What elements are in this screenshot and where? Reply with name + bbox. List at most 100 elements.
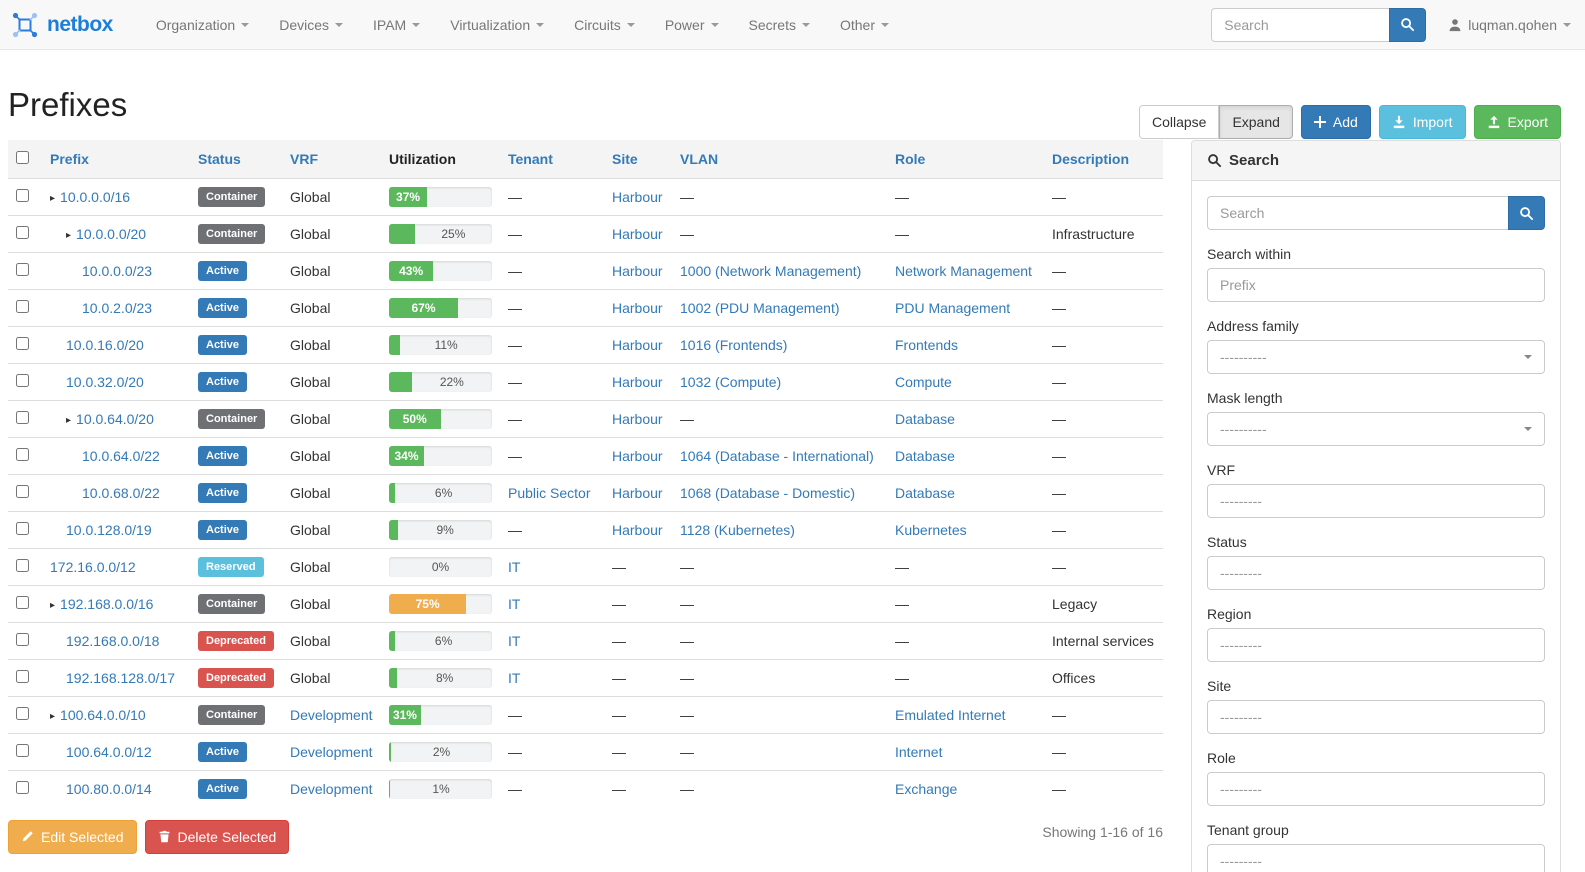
vrf-link[interactable]: Development bbox=[290, 707, 373, 723]
filter-select-address-family[interactable]: ---------- bbox=[1207, 340, 1545, 374]
expand-button[interactable]: Expand bbox=[1219, 105, 1293, 139]
prefix-link[interactable]: 10.0.64.0/20 bbox=[76, 411, 154, 427]
column-header-site[interactable]: Site bbox=[604, 140, 672, 179]
row-checkbox[interactable] bbox=[16, 744, 29, 757]
site-link[interactable]: Harbour bbox=[612, 411, 663, 427]
tenant-link[interactable]: Public Sector bbox=[508, 485, 591, 501]
nav-menu-other[interactable]: Other bbox=[825, 3, 904, 47]
select-all-checkbox[interactable] bbox=[16, 151, 29, 164]
tenant-link[interactable]: IT bbox=[508, 633, 521, 649]
site-link[interactable]: Harbour bbox=[612, 522, 663, 538]
add-button[interactable]: Add bbox=[1300, 105, 1371, 139]
column-header-status[interactable]: Status bbox=[190, 140, 282, 179]
prefix-link[interactable]: 192.168.128.0/17 bbox=[66, 670, 175, 686]
row-checkbox[interactable] bbox=[16, 633, 29, 646]
nav-menu-organization[interactable]: Organization bbox=[141, 3, 264, 47]
vlan-link[interactable]: 1032 (Compute) bbox=[680, 374, 782, 390]
expand-children-icon[interactable]: ▸ bbox=[50, 600, 56, 611]
expand-children-icon[interactable]: ▸ bbox=[66, 230, 72, 241]
vlan-link[interactable]: 1128 (Kubernetes) bbox=[680, 522, 795, 538]
navbar-search-button[interactable] bbox=[1389, 7, 1427, 42]
role-link[interactable]: Database bbox=[895, 411, 955, 427]
prefix-link[interactable]: 192.168.0.0/16 bbox=[60, 596, 154, 612]
row-checkbox[interactable] bbox=[16, 448, 29, 461]
column-header-description[interactable]: Description bbox=[1044, 140, 1163, 179]
tenant-link[interactable]: IT bbox=[508, 596, 521, 612]
filter-input-search-within[interactable] bbox=[1207, 268, 1545, 302]
prefix-link[interactable]: 10.0.0.0/16 bbox=[60, 189, 131, 205]
filter-search-button[interactable] bbox=[1508, 196, 1545, 230]
filter-select-status[interactable]: --------- bbox=[1207, 556, 1545, 590]
nav-menu-power[interactable]: Power bbox=[650, 3, 734, 47]
prefix-link[interactable]: 10.0.68.0/22 bbox=[82, 485, 160, 501]
role-link[interactable]: PDU Management bbox=[895, 300, 1011, 316]
role-link[interactable]: Exchange bbox=[895, 781, 958, 798]
role-link[interactable]: Emulated Internet bbox=[895, 707, 1006, 723]
vlan-link[interactable]: 1016 (Frontends) bbox=[680, 337, 788, 353]
row-checkbox[interactable] bbox=[16, 226, 29, 239]
prefix-link[interactable]: 10.0.0.0/23 bbox=[82, 263, 153, 279]
prefix-link[interactable]: 100.64.0.0/10 bbox=[60, 707, 146, 723]
prefix-link[interactable]: 10.0.128.0/19 bbox=[66, 522, 152, 538]
role-link[interactable]: Database bbox=[895, 448, 955, 464]
prefix-link[interactable]: 10.0.64.0/22 bbox=[82, 448, 160, 464]
row-checkbox[interactable] bbox=[16, 337, 29, 350]
netbox-logo[interactable]: netbox bbox=[10, 10, 113, 40]
filter-select-mask-length[interactable]: ---------- bbox=[1207, 412, 1545, 446]
edit-selected-button[interactable]: Edit Selected bbox=[8, 819, 137, 854]
row-checkbox[interactable] bbox=[16, 522, 29, 535]
row-checkbox[interactable] bbox=[16, 781, 29, 795]
row-checkbox[interactable] bbox=[16, 374, 29, 387]
delete-selected-button[interactable]: Delete Selected bbox=[144, 819, 290, 854]
site-link[interactable]: Harbour bbox=[612, 374, 663, 390]
role-link[interactable]: Compute bbox=[895, 374, 952, 390]
prefix-link[interactable]: 10.0.2.0/23 bbox=[82, 300, 153, 316]
nav-menu-secrets[interactable]: Secrets bbox=[734, 3, 825, 47]
nav-menu-virtualization[interactable]: Virtualization bbox=[435, 3, 559, 47]
tenant-link[interactable]: IT bbox=[508, 670, 521, 686]
role-link[interactable]: Internet bbox=[895, 744, 943, 760]
prefix-link[interactable]: 10.0.16.0/20 bbox=[66, 337, 144, 353]
column-header-vlan[interactable]: VLAN bbox=[672, 140, 887, 179]
filter-search-input[interactable] bbox=[1207, 196, 1508, 230]
prefix-link[interactable]: 100.64.0.0/12 bbox=[66, 744, 152, 760]
nav-menu-circuits[interactable]: Circuits bbox=[559, 3, 650, 47]
row-checkbox[interactable] bbox=[16, 189, 29, 202]
row-checkbox[interactable] bbox=[16, 300, 29, 313]
vlan-link[interactable]: 1064 (Database - International) bbox=[680, 448, 874, 464]
nav-menu-ipam[interactable]: IPAM bbox=[358, 3, 435, 47]
row-checkbox[interactable] bbox=[16, 411, 29, 424]
site-link[interactable]: Harbour bbox=[612, 263, 663, 279]
expand-children-icon[interactable]: ▸ bbox=[50, 193, 56, 204]
site-link[interactable]: Harbour bbox=[612, 448, 663, 464]
site-link[interactable]: Harbour bbox=[612, 300, 663, 316]
site-link[interactable]: Harbour bbox=[612, 337, 663, 353]
vlan-link[interactable]: 1002 (PDU Management) bbox=[680, 300, 840, 316]
prefix-link[interactable]: 172.16.0.0/12 bbox=[50, 559, 136, 575]
import-button[interactable]: Import bbox=[1378, 105, 1466, 139]
column-header-prefix[interactable]: Prefix bbox=[42, 140, 190, 179]
prefix-link[interactable]: 100.80.0.0/14 bbox=[66, 781, 152, 798]
site-link[interactable]: Harbour bbox=[612, 189, 663, 205]
vrf-link[interactable]: Development bbox=[290, 781, 373, 798]
export-button[interactable]: Export bbox=[1473, 105, 1561, 139]
role-link[interactable]: Frontends bbox=[895, 337, 959, 353]
site-link[interactable]: Harbour bbox=[612, 226, 663, 242]
filter-select-role[interactable]: --------- bbox=[1207, 772, 1545, 806]
nav-menu-devices[interactable]: Devices bbox=[264, 3, 358, 47]
collapse-button[interactable]: Collapse bbox=[1138, 105, 1220, 139]
role-link[interactable]: Kubernetes bbox=[895, 522, 967, 538]
column-header-role[interactable]: Role bbox=[887, 140, 1044, 179]
expand-children-icon[interactable]: ▸ bbox=[50, 711, 56, 722]
filter-select-vrf[interactable]: --------- bbox=[1207, 484, 1545, 518]
user-menu[interactable]: luqman.qohen bbox=[1448, 17, 1571, 33]
column-header-vrf[interactable]: VRF bbox=[282, 140, 381, 179]
row-checkbox[interactable] bbox=[16, 670, 29, 683]
row-checkbox[interactable] bbox=[16, 707, 29, 720]
row-checkbox[interactable] bbox=[16, 263, 29, 276]
row-checkbox[interactable] bbox=[16, 485, 29, 498]
vrf-link[interactable]: Development bbox=[290, 744, 373, 760]
prefix-link[interactable]: 10.0.0.0/20 bbox=[76, 226, 147, 242]
prefix-link[interactable]: 10.0.32.0/20 bbox=[66, 374, 144, 390]
vlan-link[interactable]: 1000 (Network Management) bbox=[680, 263, 862, 279]
